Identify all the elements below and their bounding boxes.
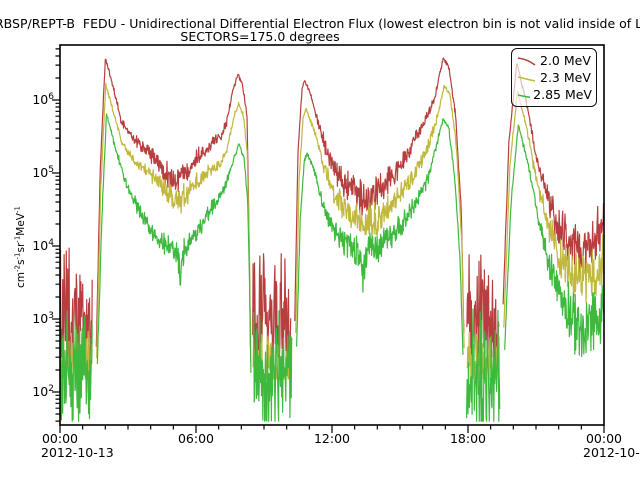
y-tick-label: 106: [32, 91, 54, 107]
y-tick-label: 103: [32, 310, 54, 326]
legend-line-sample: [517, 75, 536, 82]
legend-entry: 2.3 MeV: [516, 69, 592, 86]
x-axis-date: 2012-10-13: [41, 445, 114, 460]
legend-entry-label: 2.85 MeV: [533, 87, 592, 102]
y-tick-label: 104: [32, 237, 54, 253]
legend-entry: 2.85 MeV: [516, 86, 592, 103]
legend-entry-label: 2.0 MeV: [540, 53, 591, 68]
legend-entry-label: 2.3 MeV: [540, 70, 591, 85]
series-line-2-85-mev: [60, 113, 604, 422]
legend-line-sample: [517, 56, 536, 66]
y-tick-label: 105: [32, 164, 54, 180]
legend-line-sample: [517, 93, 531, 98]
series-line-2-0-mev: [60, 57, 604, 358]
x-tick-label: 00:00: [41, 431, 79, 446]
y-tick-label: 102: [32, 383, 54, 399]
chart-title: RBSP/REPT-B FEDU - Unidirectional Differ…: [0, 16, 640, 31]
legend-entry: 2.0 MeV: [516, 52, 592, 69]
x-tick-label: 12:00: [313, 431, 351, 446]
x-tick-label: 00:00: [585, 431, 623, 446]
x-axis-date: 2012-10-1: [583, 445, 640, 460]
x-tick-label: 06:00: [177, 431, 215, 446]
legend: 2.0 MeV 2.3 MeV 2.85 MeV: [511, 48, 597, 107]
chart-subtitle: SECTORS=175.0 degrees: [180, 29, 340, 44]
axis-ticks: [52, 48, 605, 433]
x-tick-label: 18:00: [449, 431, 487, 446]
plot-area: [60, 57, 604, 422]
